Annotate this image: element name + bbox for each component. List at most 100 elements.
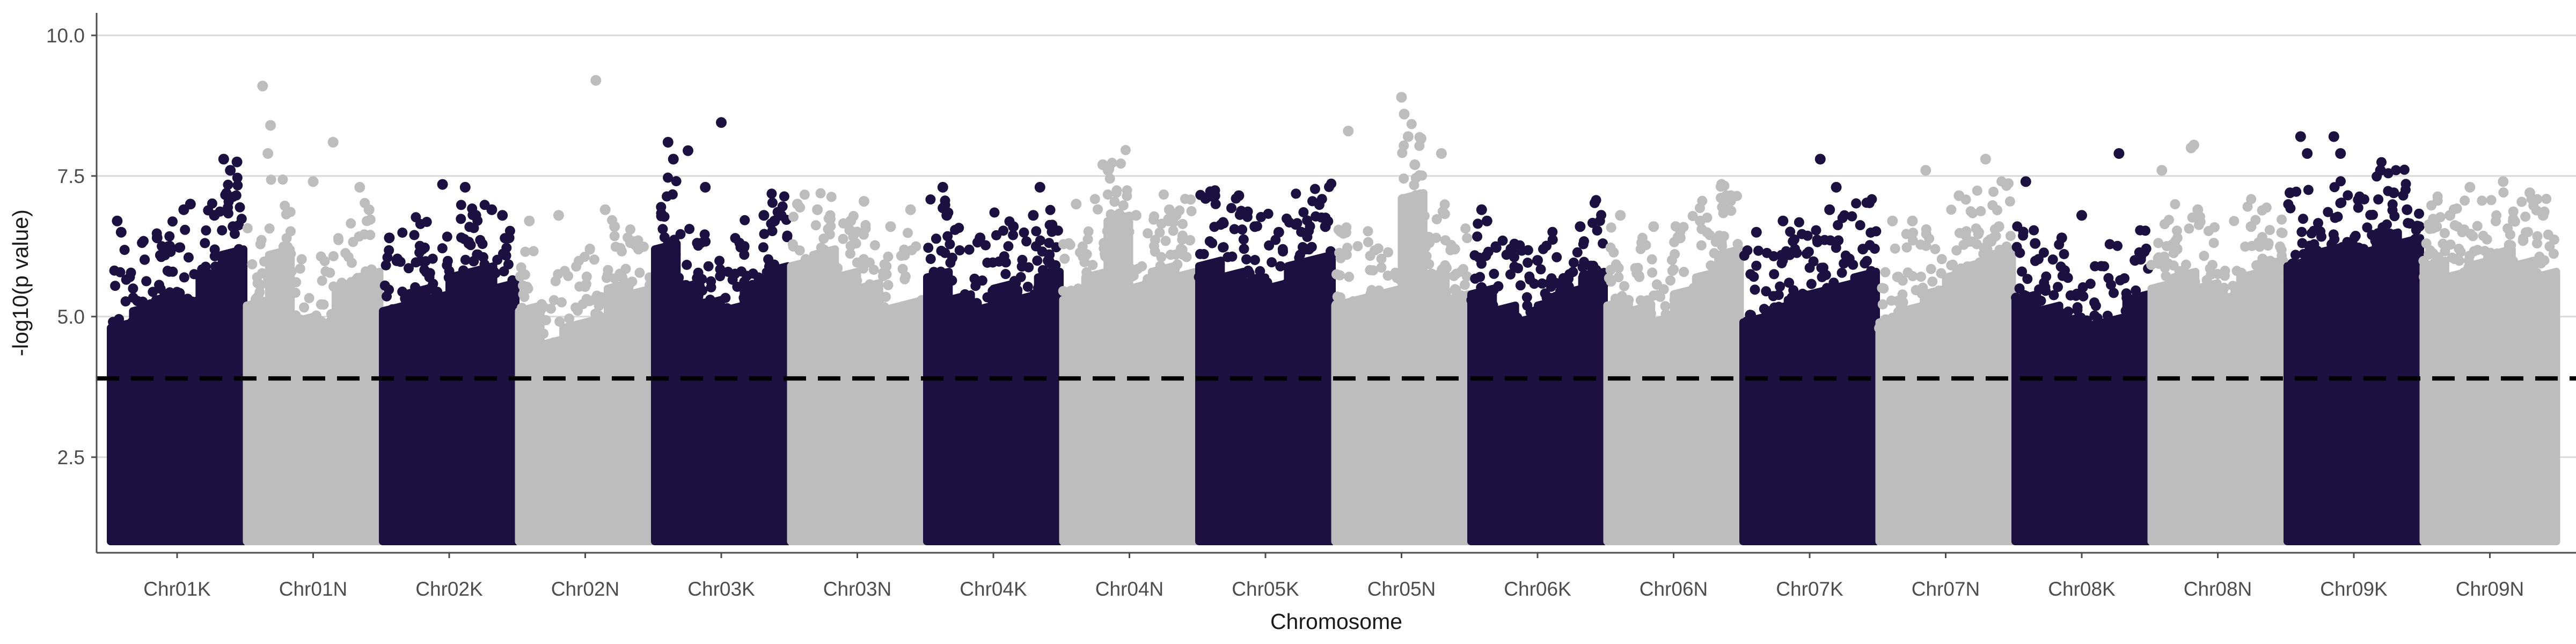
data-point (1646, 254, 1657, 265)
peak-point (2388, 187, 2399, 199)
data-point (1441, 287, 1452, 297)
data-point (232, 180, 243, 191)
data-point (397, 228, 408, 238)
data-point (1275, 261, 1286, 272)
peak-point (265, 120, 276, 131)
data-point (201, 225, 211, 236)
data-point (899, 244, 910, 255)
peak-point (1953, 190, 1965, 201)
peak-point (662, 137, 674, 148)
data-point (1419, 210, 1430, 221)
peak-point (218, 153, 229, 165)
data-point (1898, 297, 1908, 308)
data-point (119, 245, 130, 255)
data-point (1867, 194, 1877, 204)
data-point (639, 296, 650, 306)
data-point (304, 293, 314, 303)
data-point (1122, 191, 1132, 201)
data-point (1860, 258, 1870, 269)
data-point (2004, 196, 2015, 207)
data-point (1406, 119, 1417, 129)
data-point (469, 256, 479, 267)
data-point (2508, 206, 2519, 217)
data-point (1524, 271, 1535, 282)
data-point (2445, 239, 2456, 250)
data-point (1017, 254, 1028, 265)
data-point (2106, 280, 2116, 290)
x-tick-label: Chr03N (823, 578, 892, 600)
data-point (2021, 291, 2032, 302)
data-point (2236, 267, 2246, 278)
series-chr07k (1739, 153, 1882, 546)
series-chr09k (2283, 131, 2425, 546)
data-point (359, 229, 370, 240)
data-point (1120, 145, 1131, 156)
data-point (714, 255, 725, 266)
data-point (1839, 258, 1849, 269)
data-point (1512, 312, 1523, 323)
data-point (1921, 229, 1931, 239)
data-point (884, 306, 895, 317)
peak-point (225, 165, 236, 176)
data-point (545, 342, 555, 353)
data-point (766, 188, 777, 199)
data-point (950, 224, 961, 235)
data-point (625, 224, 635, 235)
data-point (1399, 173, 1409, 184)
data-point (946, 305, 957, 316)
data-point (455, 283, 465, 294)
data-point (936, 245, 947, 256)
data-point (843, 274, 854, 285)
data-point (1803, 246, 1814, 257)
data-point (739, 250, 750, 260)
data-point (242, 223, 253, 233)
data-point (657, 224, 668, 235)
data-point (1424, 259, 1435, 269)
data-point (490, 268, 501, 279)
data-point (210, 261, 221, 272)
data-point (1390, 267, 1401, 278)
data-point (2099, 328, 2110, 339)
data-point (971, 298, 982, 309)
data-point (460, 254, 471, 265)
data-point (1521, 326, 1532, 337)
data-point (1036, 275, 1046, 286)
data-point (2129, 305, 2139, 316)
peak-point (668, 153, 679, 165)
data-point (1706, 280, 1717, 290)
data-point (128, 283, 138, 294)
peak-point (2328, 131, 2339, 142)
data-point (1973, 229, 1984, 239)
data-point (247, 259, 258, 269)
data-point (1160, 236, 1171, 246)
data-point (2418, 255, 2429, 266)
y-tick-label: 7.5 (57, 165, 85, 187)
data-point (1331, 299, 1342, 310)
data-point (615, 243, 626, 253)
data-point (1032, 255, 1043, 266)
data-point (1262, 294, 1272, 305)
data-point (1022, 281, 1033, 292)
data-point (1141, 278, 1152, 288)
data-point (2041, 271, 2052, 282)
data-point (1177, 235, 1188, 245)
data-point (340, 248, 351, 259)
data-point (2516, 196, 2527, 207)
data-point (1541, 240, 1552, 251)
data-point (777, 277, 787, 288)
data-point (1974, 257, 1985, 268)
data-point (815, 188, 826, 199)
peak-point (231, 156, 243, 167)
data-point (1246, 276, 1257, 287)
data-point (2532, 238, 2542, 248)
data-point (1835, 292, 1846, 303)
data-point (1751, 260, 1762, 271)
data-point (1130, 290, 1140, 301)
data-point (2335, 198, 2346, 208)
data-point (2439, 228, 2450, 238)
data-point (1742, 245, 1753, 256)
data-point (1397, 148, 1408, 158)
data-point (280, 260, 290, 271)
data-point (2070, 325, 2081, 336)
data-point (1936, 254, 1947, 265)
